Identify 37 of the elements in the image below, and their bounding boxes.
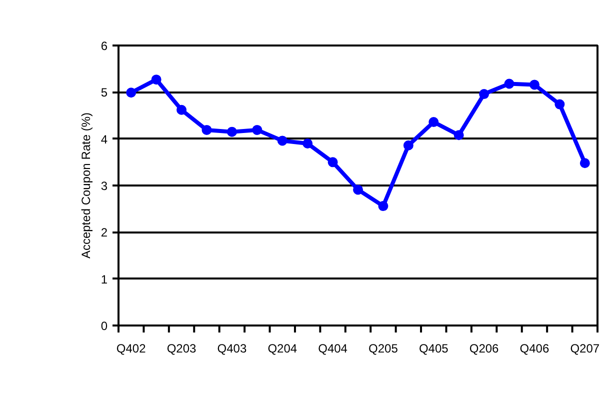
point <box>202 124 212 135</box>
point <box>580 158 590 168</box>
point <box>454 130 464 140</box>
point <box>479 89 490 100</box>
point <box>428 117 439 128</box>
point <box>226 126 237 137</box>
point <box>554 99 565 110</box>
point <box>302 138 313 148</box>
y-tick-label: 3 <box>100 179 108 193</box>
x-tick-label: Q203 <box>166 342 197 356</box>
y-tick-label: 4 <box>100 132 108 146</box>
y-tick-label: 2 <box>100 226 108 240</box>
x-tick-label: Q404 <box>318 342 348 356</box>
point <box>403 140 414 150</box>
point <box>151 74 162 85</box>
point <box>353 184 363 195</box>
x-tick-label: Q205 <box>368 342 398 356</box>
point <box>126 88 136 98</box>
x-tick-label: Q204 <box>268 342 298 356</box>
point <box>529 80 540 90</box>
x-tick-label: Q206 <box>469 342 500 356</box>
point <box>176 104 187 115</box>
x-tick-label: Q405 <box>418 342 449 356</box>
point <box>504 78 514 89</box>
y-tick-label: 1 <box>100 272 108 286</box>
y-axis-title: Accepted Coupon Rate (%) <box>78 112 93 259</box>
x-tick-label: Q406 <box>520 342 550 356</box>
point <box>328 157 338 168</box>
point <box>378 201 388 212</box>
y-tick-label: 0 <box>100 319 108 333</box>
x-tick-label: Q207 <box>570 342 600 356</box>
x-tick-label: Q402 <box>116 342 146 356</box>
point <box>252 124 262 135</box>
point <box>277 136 288 146</box>
y-tick-label: 5 <box>100 86 108 100</box>
x-tick-label: Q403 <box>217 342 247 356</box>
y-tick-label: 6 <box>100 39 108 53</box>
